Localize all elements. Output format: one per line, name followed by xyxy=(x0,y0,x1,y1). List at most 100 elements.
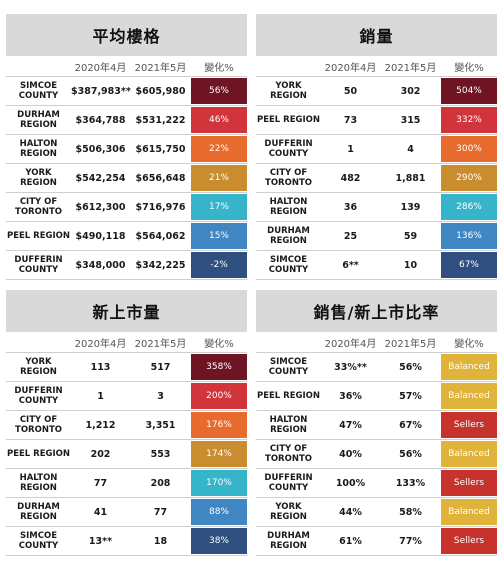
region-name: PEEL REGION xyxy=(256,391,321,401)
table-row: DURHAM REGION 41 77 88% xyxy=(6,498,247,527)
region-name: PEEL REGION xyxy=(6,231,71,241)
curr-period-value: 553 xyxy=(150,448,171,460)
change-cell: 56% xyxy=(191,77,247,105)
change-cell: 286% xyxy=(441,193,497,221)
prev-period-value: 73 xyxy=(343,114,358,126)
table-row: DURHAM REGION 61% 77% Sellers xyxy=(256,527,497,556)
prev-period-value: 482 xyxy=(340,172,361,184)
region-name: YORK REGION xyxy=(270,502,307,522)
curr-period-value: $615,750 xyxy=(135,143,186,155)
table-row: HALTON REGION 36 139 286% xyxy=(256,193,497,222)
prev-period-value: 25 xyxy=(343,230,358,242)
change-cell: Sellers xyxy=(441,527,497,555)
change-badge: 46% xyxy=(191,107,247,133)
change-badge: 170% xyxy=(191,470,247,496)
prev-period-value: $364,788 xyxy=(75,114,126,126)
prev-period-value: 6** xyxy=(342,259,359,271)
change-badge: 300% xyxy=(441,136,497,162)
prev-period-value: 1,212 xyxy=(85,419,116,431)
prev-period-value: 44% xyxy=(339,506,362,518)
change-badge: 174% xyxy=(191,441,247,467)
curr-period-value: 302 xyxy=(400,85,421,97)
curr-period-value: $342,225 xyxy=(135,259,186,271)
change-cell: 17% xyxy=(191,193,247,221)
change-badge: Balanced xyxy=(441,441,497,467)
curr-period-value: 56% xyxy=(399,448,422,460)
curr-period-value: 77% xyxy=(399,535,422,547)
change-badge: 358% xyxy=(191,354,247,380)
table-row: DUFFERIN COUNTY 1 3 200% xyxy=(6,382,247,411)
prev-period-value: $490,118 xyxy=(75,230,126,242)
table-row: DUFFERIN COUNTY $348,000 $342,225 -2% xyxy=(6,251,247,280)
change-cell: 200% xyxy=(191,382,247,410)
prev-period-value: 113 xyxy=(90,361,111,373)
prev-period-value: 41 xyxy=(93,506,108,518)
table-row: HALTON REGION 77 208 170% xyxy=(6,469,247,498)
curr-period-header: 2021年5月 xyxy=(134,62,187,74)
region-name: SIMCOE COUNTY xyxy=(18,531,59,551)
change-cell: Sellers xyxy=(441,411,497,439)
region-name: YORK REGION xyxy=(270,81,307,101)
region-name: HALTON REGION xyxy=(269,415,308,435)
prev-period-value: 100% xyxy=(335,477,366,489)
curr-period-value: 4 xyxy=(407,143,414,155)
table-row: SIMCOE COUNTY 33%** 56% Balanced xyxy=(256,353,497,382)
table-row: CITY OF TORONTO 40% 56% Balanced xyxy=(256,440,497,469)
table-row: YORK REGION 113 517 358% xyxy=(6,353,247,382)
change-header: 變化% xyxy=(204,62,234,74)
prev-period-header: 2020年4月 xyxy=(324,338,377,350)
region-name: HALTON REGION xyxy=(19,139,58,159)
new-listings-panel: 新上市量 2020年4月 2021年5月 變化% YORK REGION 113 517 35… xyxy=(6,290,247,556)
curr-period-value: $564,062 xyxy=(135,230,186,242)
avg-price-panel: 平均樓格 2020年4月 2021年5月 變化% SIMCOE COUNTY $387,9… xyxy=(6,14,247,280)
table-row: DURHAM REGION 25 59 136% xyxy=(256,222,497,251)
curr-period-value: 517 xyxy=(150,361,171,373)
sales-panel: 銷量 2020年4月 2021年5月 變化% YORK REGION 50 302 504% P… xyxy=(256,14,497,280)
region-name: DURHAM REGION xyxy=(17,110,60,130)
curr-period-value: 67% xyxy=(399,419,422,431)
change-badge: 38% xyxy=(191,528,247,554)
column-headers: 2020年4月 2021年5月 變化% xyxy=(256,56,497,77)
change-cell: 21% xyxy=(191,164,247,192)
region-name: DUFFERIN COUNTY xyxy=(264,473,313,493)
curr-period-header: 2021年5月 xyxy=(384,62,437,74)
change-badge: 56% xyxy=(191,78,247,104)
change-badge: 17% xyxy=(191,194,247,220)
curr-period-value: 56% xyxy=(399,361,422,373)
column-headers: 2020年4月 2021年5月 變化% xyxy=(256,332,497,353)
table-row: YORK REGION 44% 58% Balanced xyxy=(256,498,497,527)
change-badge: 176% xyxy=(191,412,247,438)
region-name: SIMCOE COUNTY xyxy=(268,357,309,377)
sales-to-new-listings-panel: 銷售/新上市比率 2020年4月 2021年5月 變化% SIMCOE COUNTY 33… xyxy=(256,290,497,556)
table-row: DUFFERIN COUNTY 100% 133% Sellers xyxy=(256,469,497,498)
change-badge: 136% xyxy=(441,223,497,249)
region-name: DUFFERIN COUNTY xyxy=(14,386,63,406)
table-row: CITY OF TORONTO 482 1,881 290% xyxy=(256,164,497,193)
change-cell: 358% xyxy=(191,353,247,381)
region-name: CITY OF TORONTO xyxy=(15,415,62,435)
prev-period-value: 36% xyxy=(339,390,362,402)
change-cell: 332% xyxy=(441,106,497,134)
region-name: DUFFERIN COUNTY xyxy=(14,255,63,275)
prev-period-value: 202 xyxy=(90,448,111,460)
curr-period-value: 139 xyxy=(400,201,421,213)
prev-period-value: 36 xyxy=(343,201,358,213)
change-header: 變化% xyxy=(204,338,234,350)
table-row: CITY OF TORONTO $612,300 $716,976 17% xyxy=(6,193,247,222)
region-name: PEEL REGION xyxy=(256,115,321,125)
table-row: DUFFERIN COUNTY 1 4 300% xyxy=(256,135,497,164)
curr-period-value: 3 xyxy=(157,390,164,402)
table-row: DURHAM REGION $364,788 $531,222 46% xyxy=(6,106,247,135)
change-badge: 286% xyxy=(441,194,497,220)
change-cell: 67% xyxy=(441,251,497,279)
curr-period-value: 57% xyxy=(399,390,422,402)
change-cell: 176% xyxy=(191,411,247,439)
table-row: HALTON REGION $506,306 $615,750 22% xyxy=(6,135,247,164)
change-badge: 21% xyxy=(191,165,247,191)
region-name: YORK REGION xyxy=(20,168,57,188)
table-row: PEEL REGION 202 553 174% xyxy=(6,440,247,469)
prev-period-value: 13** xyxy=(88,535,113,547)
curr-period-value: 10 xyxy=(403,259,418,271)
curr-period-value: 58% xyxy=(399,506,422,518)
change-badge: Balanced xyxy=(441,499,497,525)
